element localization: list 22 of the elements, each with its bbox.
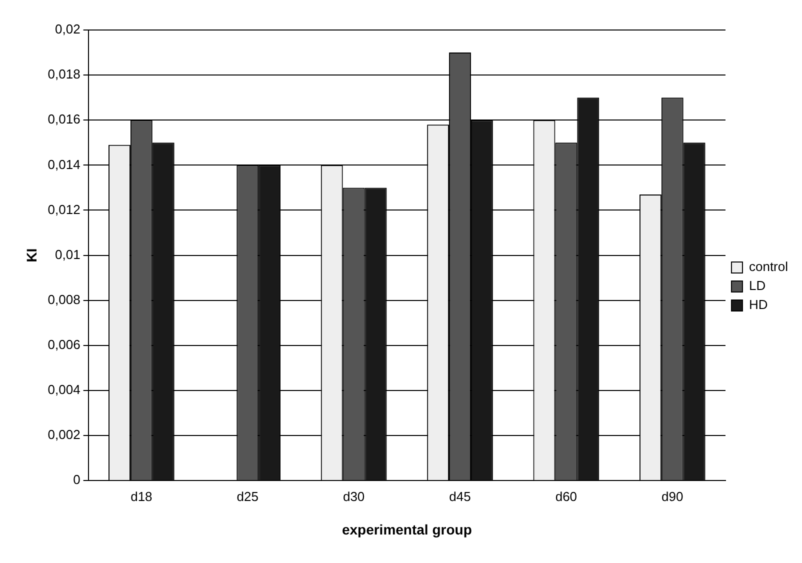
y-tick-label: 0,008 [48, 292, 80, 307]
legend-label: control [748, 259, 788, 274]
x-tick-label: d30 [342, 488, 365, 504]
x-axis-title: experimental group [342, 521, 472, 538]
y-axis-title: KI [23, 248, 40, 262]
y-tick-label: 0,016 [48, 112, 80, 127]
legend-label: LD [748, 278, 766, 294]
y-tick-label: 0,012 [48, 202, 80, 217]
y-tick-label: 0,018 [48, 66, 80, 82]
x-tick-label: d45 [449, 488, 471, 504]
y-tick-label: 0,004 [48, 382, 80, 398]
x-tick-label: d25 [236, 488, 258, 504]
x-tick-label: d60 [555, 488, 578, 504]
y-tick-label: 0,02 [55, 22, 80, 37]
x-tick-label: d90 [662, 488, 684, 504]
legend-label: HD [748, 297, 768, 312]
y-tick-label: 0,006 [48, 337, 80, 352]
y-tick-label: 0 [73, 472, 80, 488]
y-tick-label: 0,014 [48, 156, 80, 172]
y-tick-label: 0,01 [55, 246, 80, 262]
x-tick-label: d18 [130, 488, 152, 504]
y-tick-label: 0,002 [48, 427, 80, 442]
